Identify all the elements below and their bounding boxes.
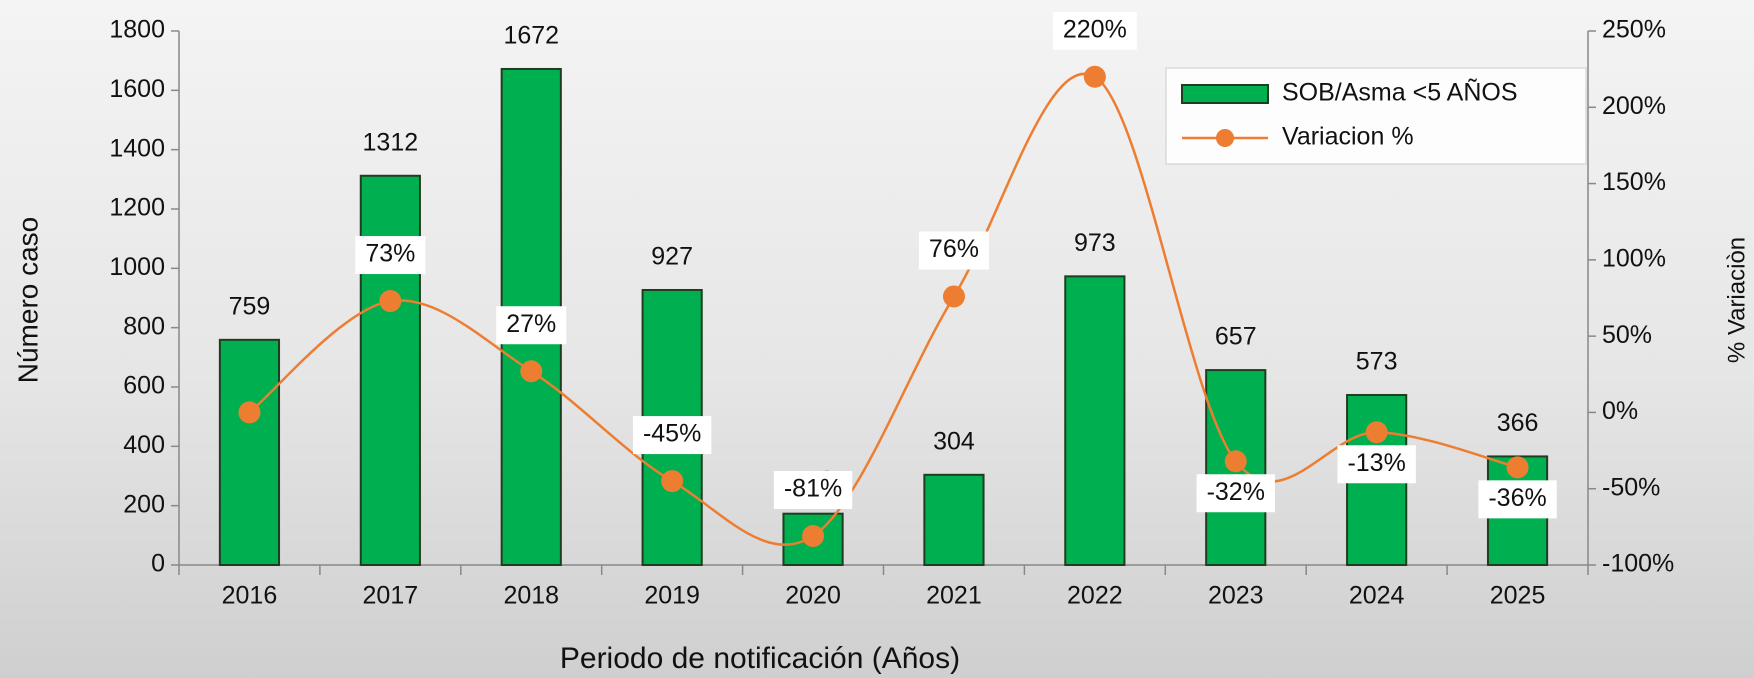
marker xyxy=(1224,450,1247,473)
y-tick-label: 0 xyxy=(151,550,165,578)
marker xyxy=(1365,421,1388,444)
bar xyxy=(359,174,421,566)
y2-axis-label: % Variaciòn xyxy=(1723,237,1750,363)
label-box xyxy=(773,471,853,510)
bar-value-label: 1312 xyxy=(363,128,419,156)
x-axis-label: Periodo de notificación (Años) xyxy=(560,642,960,675)
y-tick-label: 600 xyxy=(123,372,165,400)
legend-swatch xyxy=(1181,84,1269,104)
marker xyxy=(238,401,261,424)
legend-marker xyxy=(1216,129,1234,147)
x-tick-label: 2020 xyxy=(785,582,841,610)
y2-tick-label: 50% xyxy=(1602,321,1652,349)
y-tick-label: 1600 xyxy=(109,75,165,103)
x-tick-label: 2022 xyxy=(1067,582,1123,610)
label-box xyxy=(632,416,712,455)
bar xyxy=(218,338,281,566)
bar-value-label: 573 xyxy=(1356,348,1398,376)
line-value-label: -32% xyxy=(1207,478,1265,506)
line-value-label: 27% xyxy=(506,310,556,338)
x-tick-label: 2017 xyxy=(363,582,419,610)
bar-value-label: 657 xyxy=(1215,323,1257,351)
x-tick-label: 2018 xyxy=(503,582,559,610)
bar-value-label: 1672 xyxy=(503,22,559,50)
bar-value-label: 973 xyxy=(1074,229,1116,257)
y2-tick-label: 0% xyxy=(1602,397,1638,425)
marker xyxy=(379,290,402,313)
y-tick-label: 1200 xyxy=(109,194,165,222)
bar-value-label: 304 xyxy=(933,427,975,455)
label-box xyxy=(1478,480,1557,519)
line-value-label: -45% xyxy=(643,420,701,448)
y-tick-label: 1800 xyxy=(109,16,165,44)
y2-tick-label: 150% xyxy=(1602,168,1666,196)
y-tick-label: 1400 xyxy=(109,134,165,162)
label-box xyxy=(355,236,426,275)
y-tick-label: 400 xyxy=(123,431,165,459)
line-value-label: 73% xyxy=(365,240,415,268)
y2-tick-label: 250% xyxy=(1602,16,1666,44)
y-axis-label: Número caso xyxy=(12,217,43,384)
line-value-label: -36% xyxy=(1488,484,1546,512)
line-value-label: 76% xyxy=(929,235,979,263)
label-box xyxy=(1196,474,1275,513)
x-tick-label: 2024 xyxy=(1349,582,1405,610)
y-tick-label: 200 xyxy=(123,490,165,518)
y2-tick-label: 200% xyxy=(1602,92,1666,120)
bar-value-label: 759 xyxy=(229,292,271,320)
marker xyxy=(802,525,825,548)
label-box xyxy=(1337,445,1416,484)
bar-value-label: 366 xyxy=(1497,409,1539,437)
legend-label: SOB/Asma <5 AÑOS xyxy=(1282,78,1518,107)
label-box xyxy=(1052,11,1137,50)
line-value-label: 220% xyxy=(1063,15,1127,43)
x-tick-label: 2023 xyxy=(1208,582,1264,610)
line xyxy=(248,72,1518,546)
bar-value-label: 927 xyxy=(651,243,693,271)
y-tick-label: 1000 xyxy=(109,253,165,281)
label-box xyxy=(496,306,567,345)
marker xyxy=(520,360,543,383)
marker xyxy=(942,285,965,308)
x-tick-label: 2025 xyxy=(1490,582,1546,610)
y2-tick-label: -100% xyxy=(1602,550,1674,578)
bar xyxy=(923,473,985,566)
x-tick-label: 2019 xyxy=(644,582,700,610)
x-tick-label: 2016 xyxy=(222,582,278,610)
y2-tick-label: -50% xyxy=(1602,473,1660,501)
line-value-label: -81% xyxy=(784,475,842,503)
legend-label: Variacion % xyxy=(1282,123,1414,151)
marker xyxy=(661,470,684,493)
y-tick-label: 800 xyxy=(123,312,165,340)
marker xyxy=(1506,456,1529,479)
bar xyxy=(1064,275,1126,566)
x-tick-label: 2021 xyxy=(926,582,982,610)
y2-tick-label: 100% xyxy=(1602,244,1666,272)
marker xyxy=(1083,65,1106,88)
line-value-label: -13% xyxy=(1347,449,1405,477)
label-box xyxy=(918,231,989,270)
